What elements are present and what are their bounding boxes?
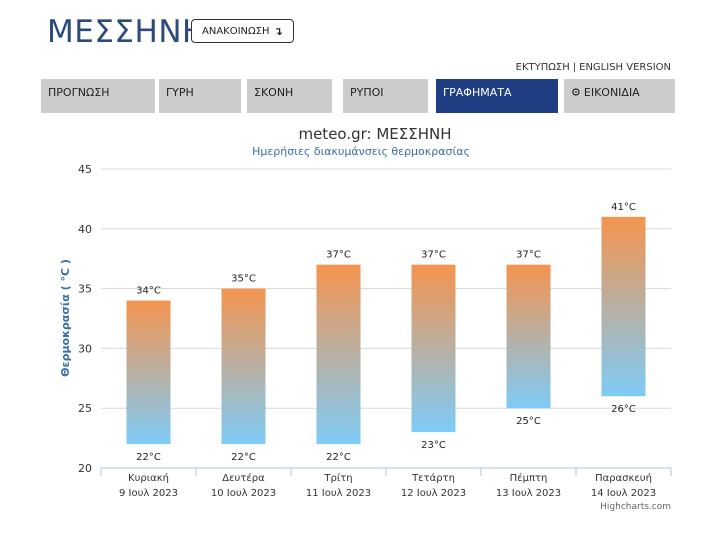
tab-label: ΕΙΚΟΝΙΔΙΑ — [583, 86, 640, 99]
y-tick-label: 35 — [78, 283, 92, 296]
return-arrow-icon: ↴ — [273, 24, 283, 38]
tab-label: ΡΥΠΟΙ — [350, 86, 384, 99]
tab-icons[interactable]: ⚙ ΕΙΚΟΝΙΔΙΑ — [564, 79, 675, 113]
announcement-label: ΑΝΑΚΟΙΝΩΣΗ — [202, 25, 270, 37]
tab-charts[interactable]: ΓΡΑΦΗΜΑΤΑ — [436, 79, 558, 113]
min-temp-label: 23°C — [421, 440, 446, 451]
announcement-button[interactable]: ΑΝΑΚΟΙΝΩΣΗ ↴ — [191, 19, 294, 43]
axes: 20 25 30 35 40 45 Κυριακή 9 Ιουλ 2023 Δευτέρα 10 … — [78, 163, 672, 499]
temperature-bar — [221, 288, 266, 445]
max-temp-label: 37°C — [326, 250, 351, 261]
x-category-date: 12 Ιουλ 2023 — [401, 488, 466, 499]
x-category-day: Τρίτη — [323, 472, 352, 484]
chart-subtitle: Ημερήσιες διακυμάνσεις θερμοκρασίας — [252, 145, 470, 158]
min-temp-label: 22°C — [136, 452, 161, 463]
tab-dust[interactable]: ΣΚΟΝΗ — [247, 79, 332, 113]
y-tick-label: 25 — [78, 402, 92, 415]
max-temp-label: 37°C — [421, 250, 446, 261]
link-separator: | — [572, 62, 577, 73]
chart-title: meteo.gr: ΜΕΣΣΗΝΗ — [298, 125, 451, 143]
x-category-date: 11 Ιουλ 2023 — [306, 488, 371, 499]
temperature-chart: meteo.gr: ΜΕΣΣΗΝΗ Ημερήσιες διακυμάνσεις… — [59, 125, 672, 512]
x-category-day: Παρασκευή — [595, 472, 652, 484]
y-tick-label: 40 — [78, 223, 92, 236]
highcharts-credit[interactable]: Highcharts.com — [600, 502, 671, 512]
y-tick-label: 30 — [78, 342, 92, 355]
min-temp-label: 22°C — [231, 452, 256, 463]
temperature-bar — [506, 264, 551, 409]
max-temp-label: 41°C — [611, 202, 636, 213]
x-category-day: Κυριακή — [128, 472, 169, 484]
gridlines — [101, 168, 671, 409]
y-tick-label: 20 — [78, 462, 92, 475]
print-link[interactable]: ΕΚΤΥΠΩΣΗ — [515, 62, 570, 73]
x-category-day: Πέμπτη — [510, 472, 548, 484]
x-category-date: 14 Ιουλ 2023 — [591, 488, 656, 499]
x-category-date: 10 Ιουλ 2023 — [211, 488, 276, 499]
y-tick-label: 45 — [78, 163, 92, 176]
tab-pollen[interactable]: ΓΥΡΗ — [159, 79, 241, 113]
bars — [126, 216, 646, 445]
max-temp-label: 34°C — [136, 286, 161, 297]
english-version-link[interactable]: ENGLISH VERSION — [579, 62, 671, 73]
tab-label: ΓΥΡΗ — [166, 86, 194, 99]
gear-icon: ⚙ — [571, 86, 581, 99]
temperature-bar — [316, 264, 361, 445]
x-category-date: 13 Ιουλ 2023 — [496, 488, 561, 499]
nav-tabs: ΠΡΟΓΝΩΣΗ ΓΥΡΗ ΣΚΟΝΗ ΡΥΠΟΙ ΓΡΑΦΗΜΑΤΑ ⚙ ΕΙΚ… — [41, 79, 675, 113]
x-category-date: 9 Ιουλ 2023 — [119, 488, 178, 499]
page-title: ΜΕΣΣΗΝΗ — [47, 14, 206, 50]
tab-pollutants[interactable]: ΡΥΠΟΙ — [343, 79, 428, 113]
max-temp-label: 35°C — [231, 274, 256, 285]
data-labels: 34°C 22°C 35°C 22°C 37°C 22°C 37°C 23°C 37°C 25°C… — [136, 202, 636, 463]
tab-label: ΓΡΑΦΗΜΑΤΑ — [443, 86, 512, 99]
temperature-bar — [601, 216, 646, 397]
tab-forecast[interactable]: ΠΡΟΓΝΩΣΗ — [41, 79, 155, 113]
temperature-bar — [126, 300, 171, 445]
min-temp-label: 26°C — [611, 404, 636, 415]
x-category-day: Δευτέρα — [222, 472, 265, 484]
x-category-day: Τετάρτη — [411, 472, 455, 484]
top-links: ΕΚΤΥΠΩΣΗ | ENGLISH VERSION — [516, 62, 671, 73]
min-temp-label: 22°C — [326, 452, 351, 463]
tab-label: ΣΚΟΝΗ — [254, 86, 294, 99]
temperature-bar — [411, 264, 456, 433]
min-temp-label: 25°C — [516, 416, 541, 427]
y-axis-title: Θερμοκρασία ( °C ) — [59, 259, 72, 377]
tab-label: ΠΡΟΓΝΩΣΗ — [48, 86, 110, 99]
max-temp-label: 37°C — [516, 250, 541, 261]
